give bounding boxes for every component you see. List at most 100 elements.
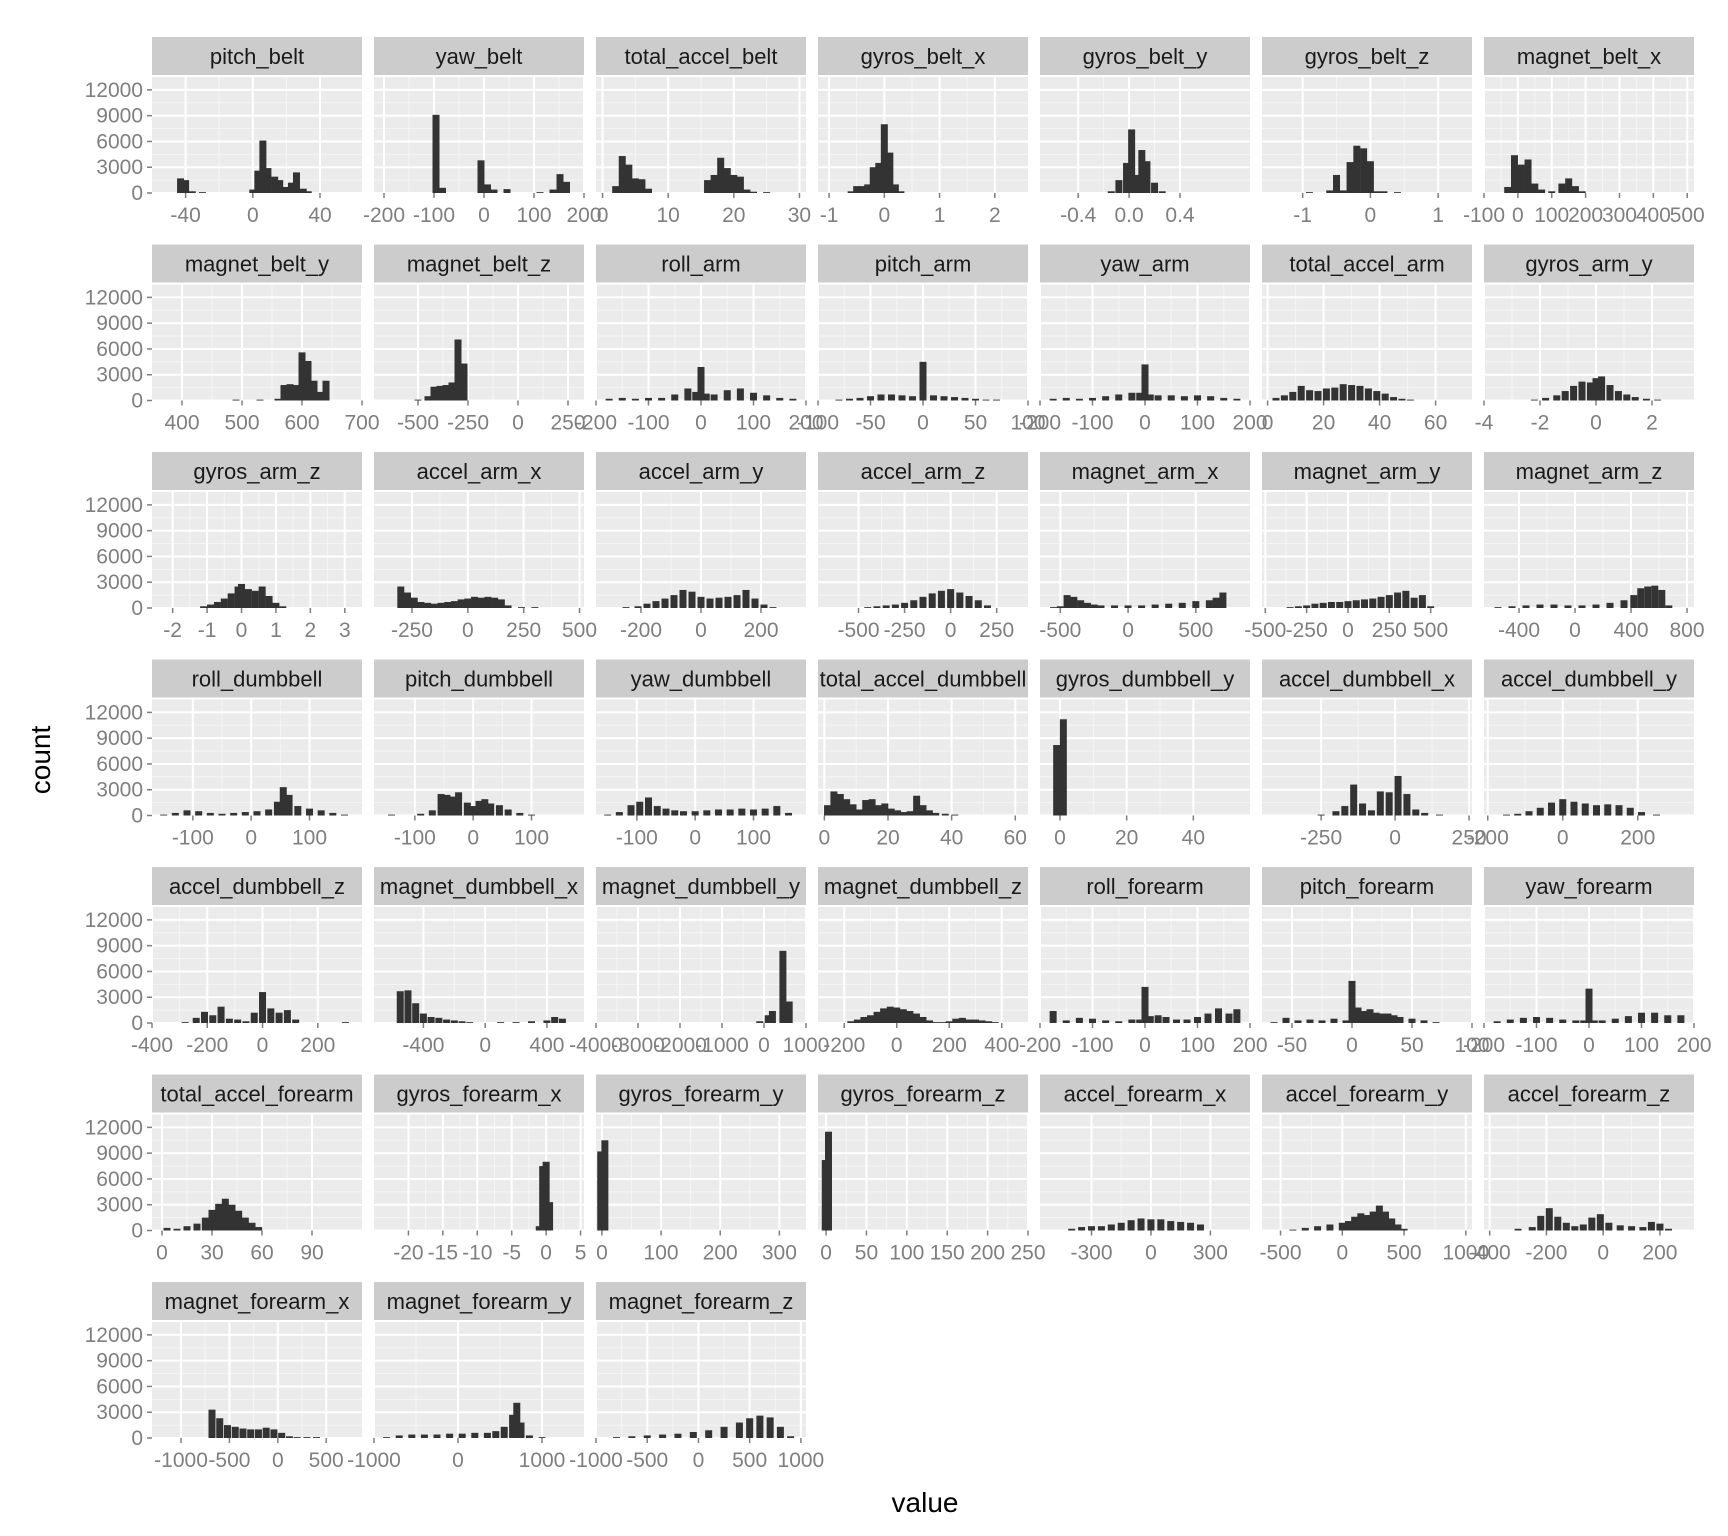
histogram-bar: [1187, 1222, 1195, 1231]
histogram-bar: [1220, 397, 1228, 401]
histogram-bar: [864, 607, 872, 608]
histogram-bar: [1314, 391, 1322, 401]
histogram-bar: [993, 399, 1000, 401]
histogram-bar: [1638, 1012, 1645, 1023]
x-tick-label: 0: [272, 1449, 284, 1472]
histogram-bar: [785, 812, 792, 816]
histogram-bar: [414, 399, 422, 401]
x-tick-label: 250: [1452, 827, 1487, 850]
plot-panel: [1262, 1114, 1472, 1231]
histogram-bar: [258, 586, 266, 608]
facet-title: accel_forearm_z: [1508, 1082, 1671, 1107]
histogram-bar: [195, 811, 203, 816]
facet-title: gyros_belt_z: [1305, 44, 1430, 69]
x-tick-label: -1000: [347, 1449, 401, 1472]
facet-title: gyros_belt_y: [1083, 44, 1208, 69]
histogram-bar: [424, 602, 432, 608]
histogram-bar: [442, 385, 450, 401]
histogram-bar: [906, 811, 914, 816]
histogram-bar: [1356, 385, 1364, 401]
histogram-bar: [1346, 162, 1354, 193]
histogram-bar: [919, 596, 927, 608]
y-tick-label: 12000: [85, 909, 143, 932]
histogram-bar: [880, 1008, 888, 1023]
facet-title: gyros_forearm_y: [618, 1082, 783, 1107]
x-tick-label: -200: [823, 1034, 865, 1057]
facet-strip: [152, 659, 362, 698]
histogram-bar: [715, 597, 723, 608]
histogram-bar: [1062, 1020, 1070, 1023]
histogram-bar: [867, 396, 874, 401]
histogram-bar: [1377, 596, 1385, 608]
histogram-bar: [1677, 1015, 1685, 1023]
histogram-bar: [230, 812, 238, 816]
histogram-bar: [528, 1021, 535, 1023]
histogram-bar: [697, 366, 705, 401]
histogram-bar: [886, 1006, 894, 1023]
histogram-bar: [484, 596, 492, 608]
histogram-bar: [420, 1434, 428, 1438]
x-tick-label: 0: [452, 1449, 464, 1472]
plot-panel: [1484, 699, 1694, 816]
x-tick-label: -500: [1260, 1242, 1302, 1265]
y-tick-label: 3000: [96, 986, 143, 1009]
histogram-bar: [188, 191, 196, 193]
facet-strip: [374, 1282, 584, 1320]
histogram-bar: [1620, 600, 1628, 608]
histogram-bar: [873, 606, 881, 608]
plot-panel: [1040, 1114, 1250, 1231]
histogram-bar: [1400, 1228, 1408, 1231]
x-tick-label: 150: [930, 1242, 965, 1265]
histogram-bar: [1090, 604, 1098, 608]
histogram-bar: [1647, 1221, 1655, 1231]
histogram-bar: [329, 812, 337, 816]
histogram-bar: [1141, 986, 1149, 1023]
histogram-bar: [487, 803, 495, 816]
x-tick-label: 60: [1004, 827, 1027, 850]
histogram-bar: [251, 590, 259, 608]
plot-panel: [596, 699, 806, 816]
histogram-bar: [259, 140, 267, 193]
histogram-bar: [900, 812, 908, 816]
histogram-bar: [991, 1022, 999, 1023]
facet-strip: [374, 867, 584, 905]
histogram-bar: [1624, 1016, 1632, 1023]
histogram-bar: [1651, 585, 1659, 608]
x-tick-label: -40: [170, 204, 200, 227]
histogram-bar: [1572, 1020, 1580, 1023]
facet-total-accel-dumbbell: total_accel_dumbbell 0 20 40 60: [818, 659, 1028, 850]
histogram-bar: [974, 600, 982, 608]
histogram-bar: [242, 1021, 250, 1023]
histogram-bar: [937, 590, 945, 608]
facet-roll-arm: roll_arm -200 -100 0 100 200: [575, 244, 824, 435]
histogram-bar: [893, 1007, 901, 1023]
facet-title: magnet_belt_z: [407, 252, 551, 277]
histogram-bar: [1664, 1015, 1672, 1023]
x-tick-label: 100: [514, 827, 549, 850]
histogram-bar: [273, 801, 281, 816]
facet-strip: [818, 37, 1028, 75]
histogram-bar: [1348, 385, 1356, 401]
histogram-bar: [1420, 1020, 1428, 1023]
histogram-bar: [843, 799, 851, 816]
histogram-bar: [853, 1019, 861, 1023]
x-tick-label: -1000: [695, 1034, 749, 1057]
histogram-bar: [491, 597, 499, 608]
x-tick-label: -250: [447, 412, 489, 435]
histogram-bar: [715, 809, 722, 816]
histogram-bar: [206, 812, 214, 816]
x-tick-label: 100: [1180, 412, 1215, 435]
histogram-bar: [454, 339, 462, 401]
histogram-bar: [446, 1433, 454, 1438]
histogram-bar: [1593, 805, 1600, 816]
histogram-bar: [1585, 988, 1593, 1023]
y-tick-label: 6000: [96, 338, 143, 361]
histogram-bar: [208, 1409, 216, 1438]
histogram-bar: [1097, 605, 1105, 608]
histogram-bar: [1353, 145, 1361, 193]
facet-gyros-forearm-y: gyros_forearm_y 0 100 200 300: [596, 1074, 806, 1265]
histogram-bar: [897, 191, 905, 193]
histogram-bar: [1363, 1215, 1371, 1231]
histogram-bar: [1141, 364, 1149, 401]
